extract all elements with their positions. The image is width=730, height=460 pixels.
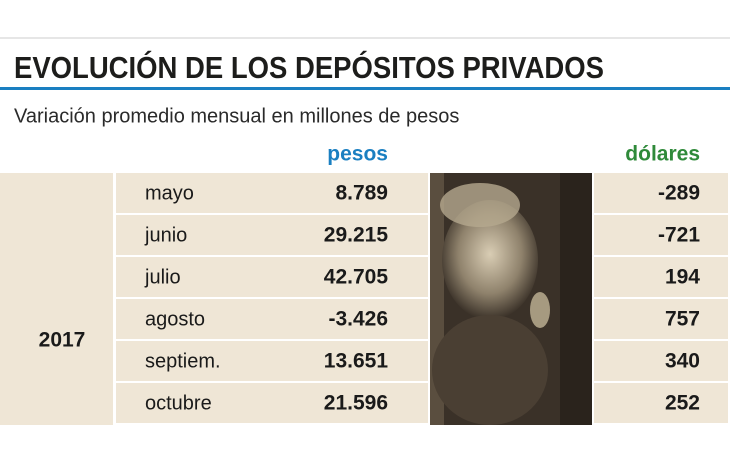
dolares-value: -289 (658, 182, 700, 205)
row-band (116, 215, 428, 255)
row-band (116, 173, 428, 213)
dolares-value: 340 (665, 350, 700, 373)
title: EVOLUCIÓN DE LOS DEPÓSITOS PRIVADOS (14, 49, 604, 85)
row-band (594, 299, 728, 339)
row-band (594, 341, 728, 381)
rows: mayo 8.789 -289 junio 29.215 -721 julio 42.705 1… (116, 173, 728, 423)
year-cell (0, 173, 113, 425)
portrait (430, 173, 592, 425)
row-band (594, 215, 728, 255)
row-band (594, 173, 728, 213)
month-label: julio (144, 266, 181, 288)
row-band (594, 383, 728, 423)
row-band (116, 299, 428, 339)
month-label: mayo (145, 182, 194, 204)
month-label: septiem. (145, 350, 221, 372)
pesos-value: 13.651 (324, 350, 389, 373)
pesos-value: 42.705 (324, 266, 389, 289)
month-label: octubre (145, 392, 212, 414)
row-band (594, 257, 728, 297)
column-header: dólares (625, 143, 700, 166)
month-label: junio (144, 224, 187, 246)
dolares-value: 757 (665, 308, 700, 331)
row-band (116, 257, 428, 297)
row-band (116, 383, 428, 423)
column-header: pesos (327, 143, 388, 166)
pesos-value: 21.596 (324, 392, 388, 415)
title-rule (0, 87, 730, 90)
month-label: agosto (145, 308, 205, 330)
pesos-value: 29.215 (324, 224, 389, 247)
dolares-value: -721 (658, 224, 700, 247)
year-label: 2017 (39, 329, 86, 352)
subtitle: Variación promedio mensual en millones d… (14, 105, 459, 127)
dolares-value: 252 (665, 392, 700, 415)
dolares-value: 194 (665, 266, 700, 289)
pesos-value: 8.789 (335, 182, 388, 205)
row-band (116, 341, 428, 381)
pesos-value: -3.426 (328, 308, 388, 331)
